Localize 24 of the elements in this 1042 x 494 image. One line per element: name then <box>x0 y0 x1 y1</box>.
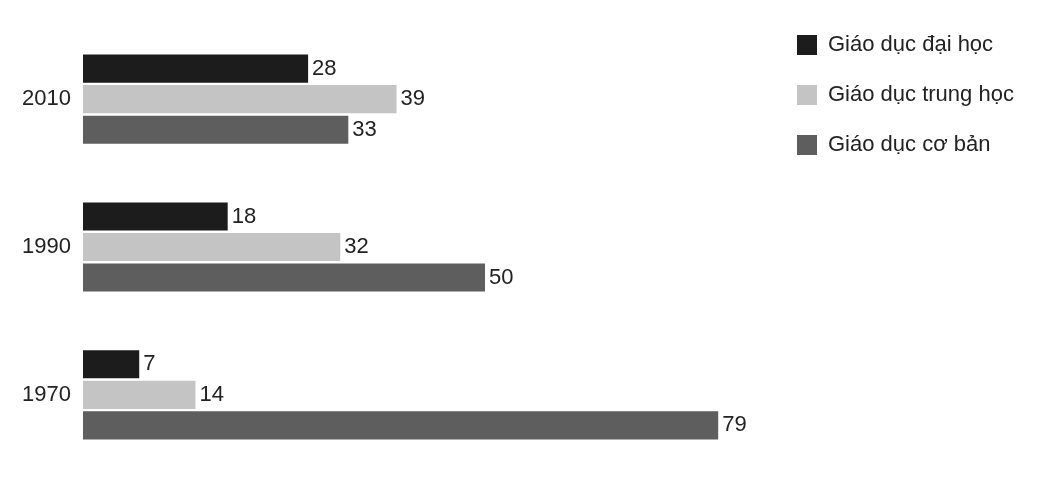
data-label: 33 <box>352 115 377 141</box>
bar <box>82 232 341 262</box>
legend-label: Giáo dục trung học <box>828 81 1014 107</box>
bar <box>82 54 309 83</box>
bar <box>82 115 349 144</box>
bar <box>82 411 719 440</box>
legend-label: Giáo dục đại học <box>828 31 994 57</box>
data-label: 18 <box>231 202 257 228</box>
bar <box>82 350 140 379</box>
data-label: 32 <box>344 233 369 259</box>
y-tick-label: 1970 <box>21 380 71 406</box>
data-label: 50 <box>488 263 514 289</box>
data-label: 7 <box>143 350 156 376</box>
legend-label: Giáo dục cơ bản <box>828 131 991 157</box>
data-label: 28 <box>312 54 337 80</box>
bar <box>82 380 196 409</box>
y-tick-label: 1990 <box>21 233 71 259</box>
data-label: 14 <box>199 380 224 406</box>
y-tick-label: 2010 <box>21 85 71 111</box>
bar <box>82 263 485 292</box>
bar <box>82 85 397 114</box>
data-label: 79 <box>722 411 747 437</box>
bar <box>82 202 228 231</box>
data-label: 39 <box>400 85 426 111</box>
